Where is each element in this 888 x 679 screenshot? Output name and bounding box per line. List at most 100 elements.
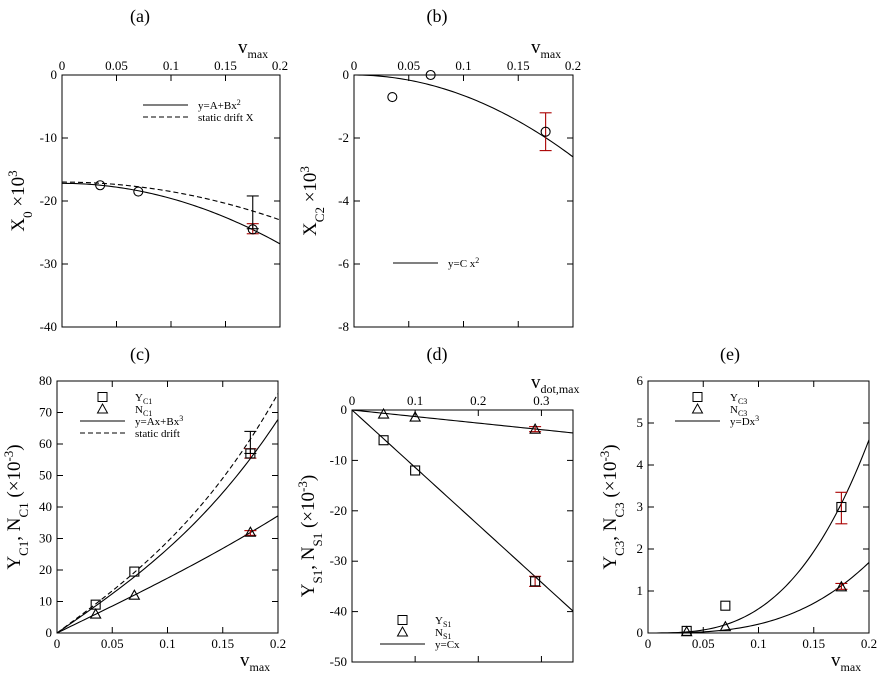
data-point-square: [720, 600, 731, 611]
y-tick-label: -40: [40, 319, 57, 334]
x-tick-label: 0.15: [214, 58, 237, 73]
legend-entry: y=C x2: [448, 256, 479, 270]
data-point-square: [836, 501, 847, 513]
y-tick-label: 10: [39, 594, 52, 609]
y-axis-label: YC1, NC1 (×10-3): [1, 444, 31, 569]
y-tick-label: 0: [343, 67, 350, 82]
x-tick-label: 0.15: [211, 636, 234, 651]
x-tick-label: 0.2: [270, 636, 286, 651]
dashed-fit-curve: [57, 393, 278, 633]
data-point-circle: [95, 180, 106, 191]
y-tick-label: 50: [39, 468, 52, 483]
x-tick-label: 0.2: [470, 393, 486, 408]
y-tick-label: -20: [330, 503, 347, 518]
legend-entry: y=Dx3: [730, 414, 759, 428]
data-point-circle: [387, 92, 398, 103]
x-tick-label: 0.1: [407, 393, 423, 408]
data-point-square: [245, 448, 256, 459]
x-tick-label: 0.1: [750, 636, 766, 651]
data-point-triangle: [128, 589, 141, 600]
x-axis-label: vmax: [238, 37, 268, 61]
fit-curve: [57, 515, 278, 633]
panel-e: (e) 0 0.05 0.1 0.15 0.2 0 1 2 3 4 5 6 vmax YC3, NC3 (×…: [597, 344, 878, 674]
x-tick-label: 0: [351, 58, 358, 73]
y-tick-label: -50: [330, 654, 347, 669]
y-tick-label: -4: [338, 193, 349, 208]
data-point-circle: [247, 224, 258, 235]
y-tick-label: 0: [51, 67, 58, 82]
y-tick-label: 60: [39, 436, 52, 451]
panel-label: (e): [720, 344, 740, 365]
y-axis-label: YC3, NC3 (×10-3): [597, 444, 627, 569]
y-tick-label: 30: [39, 531, 52, 546]
plot-frame: [351, 409, 574, 663]
x-tick-label: 0.2: [861, 636, 877, 651]
data-point-triangle: [835, 580, 848, 592]
legend-triangle-marker: [396, 625, 409, 637]
data-point-triangle: [409, 410, 422, 422]
y-tick-label: 0: [46, 625, 53, 640]
data-point-circle: [133, 186, 144, 197]
y-tick-label: 2: [637, 541, 644, 556]
dashed-fit-curve: [62, 181, 280, 221]
data-point-square: [378, 435, 389, 446]
x-axis-label: vdot,max: [531, 372, 580, 396]
x-axis-label: vmax: [240, 650, 270, 674]
curves: [648, 439, 869, 633]
data-point-triangle: [377, 407, 390, 419]
x-tick-label: 0.2: [272, 58, 288, 73]
y-tick-label: -30: [40, 256, 57, 271]
y-axis-label: YS1, NS1 (×10-3): [295, 475, 325, 597]
x-axis-label: vmax: [831, 650, 861, 674]
panel-a: (a) 0 0.05 0.1 0.15 0.2 0 -10 -20 -30 -40 vmax X0 ×1…: [5, 6, 289, 334]
y-tick-label: -6: [338, 256, 349, 271]
data-point-triangle: [529, 423, 542, 434]
fit-curve: [648, 562, 869, 633]
fit-curve: [57, 419, 278, 633]
data-point-triangle: [680, 625, 693, 637]
fit-curve: [354, 75, 573, 158]
curves: [354, 75, 573, 158]
panel-c: (c) 0 0.05 0.1 0.15 0.2 0 10 20 30 40 50 60 70 80 vmax Y…: [1, 344, 287, 674]
y-tick-label: 0: [637, 625, 644, 640]
x-axis-label: vmax: [531, 37, 561, 61]
x-tick-label: 0.15: [507, 58, 530, 73]
y-tick-label: -8: [338, 319, 349, 334]
data-point-square: [129, 566, 140, 577]
y-tick-label: 6: [637, 373, 644, 388]
y-axis-label: X0 ×103: [5, 170, 35, 231]
y-tick-label: -40: [330, 604, 347, 619]
data-point-triangle: [244, 526, 257, 537]
y-tick-label: 5: [637, 415, 644, 430]
y-axis-label: XC2 ×103: [297, 166, 327, 236]
fit-curve: [352, 410, 573, 612]
y-tick-label: 70: [39, 405, 52, 420]
x-tick-label: 0.1: [163, 58, 179, 73]
y-tick-label: 80: [39, 373, 52, 388]
x-tick-label: 0: [645, 636, 652, 651]
legend-triangle-marker: [96, 402, 109, 414]
y-tick-label: 3: [637, 499, 644, 514]
y-tick-label: -10: [40, 130, 57, 145]
fit-curve: [648, 439, 869, 633]
y-tick-label: -20: [40, 193, 57, 208]
fit-curve: [62, 182, 280, 245]
data-point-circle: [425, 69, 436, 81]
legend-square-marker: [692, 392, 703, 402]
fit-curve: [352, 410, 573, 434]
data-point-square: [530, 576, 541, 587]
legend-triangle-marker: [691, 402, 704, 414]
curves: [62, 181, 280, 245]
y-tick-label: -30: [330, 553, 347, 568]
legend-entry: static drift: [135, 428, 180, 440]
legend-entry: static drift X: [198, 112, 254, 124]
legend-entry: y=Cx: [435, 639, 460, 651]
panel-label: (d): [427, 344, 448, 365]
curves: [352, 410, 573, 612]
data-point-circle: [540, 126, 551, 137]
x-tick-label: 0: [59, 58, 66, 73]
x-tick-label: 0.05: [101, 636, 124, 651]
